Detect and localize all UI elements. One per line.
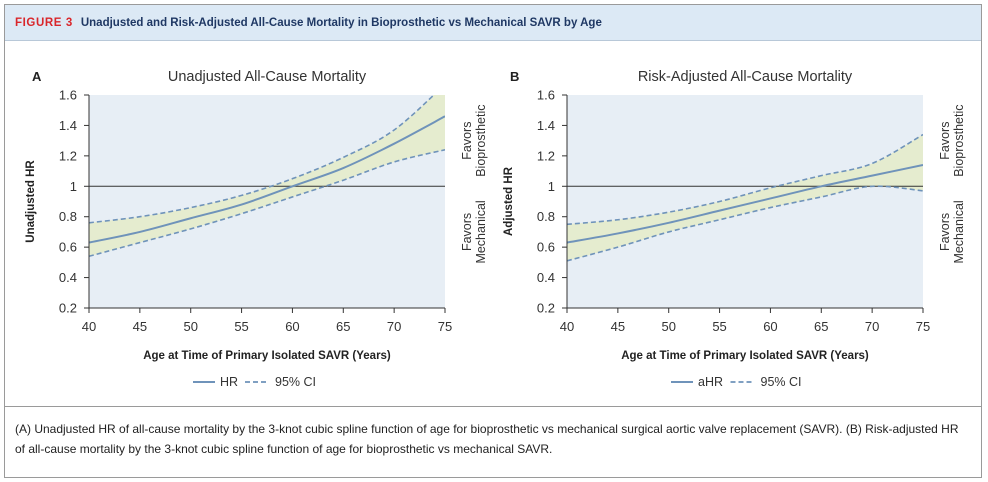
panel-b-ci-band [567,134,923,261]
panel-b-xlabel: Age at Time of Primary Isolated SAVR (Ye… [621,350,869,362]
panel-a-ci-upper-line [89,95,435,224]
panel-b-ytick-label: 1.6 [537,88,555,103]
panel-a-hr-line [89,115,445,244]
panel-b-xtick-label: 40 [560,319,574,334]
panel-a-ci-band [89,95,445,257]
panel-a-title: Unadjusted All-Cause Mortality [168,69,367,85]
panel-b-favors-mech-line1: Favors [938,213,952,251]
panel-a-legend-ci-label: 95% CI [275,375,316,389]
panel-b-xtick-label: 50 [661,319,675,334]
panel-b-xtick-label: 75 [916,319,930,334]
panel-a-favors-bio-line2: Bioprosthetic [474,105,488,177]
panel-a-xtick-label: 40 [82,319,96,334]
panel-a-letter: A [32,69,42,84]
panel-b-ytick-label: 1.4 [537,118,555,133]
panel-a-xtick-label: 75 [438,319,452,334]
panel-a-ytick-label: 0.4 [59,270,77,285]
panel-a-xtick-label: 70 [387,319,401,334]
panel-b-xtick-label: 65 [814,319,828,334]
panel-b-ytick-label: 1.2 [537,148,555,163]
panel-a-favors-mech-line2: Mechanical [474,200,488,263]
panel-b-ci-lower-line [567,185,923,262]
panel-b-xtick-label: 70 [865,319,879,334]
panel-a-ytick-label: 0.6 [59,240,77,255]
panel-b-legend-ci-label: 95% CI [761,375,802,389]
panel-b-title: Risk-Adjusted All-Cause Mortality [638,69,853,85]
figure-header: FIGURE 3 Unadjusted and Risk-Adjusted Al… [5,5,981,41]
panel-a-legend-hr-label: HR [220,375,238,389]
panel-b-xtick-label: 55 [712,319,726,334]
panel-a-xtick-label: 45 [133,319,147,334]
panel-b-ci-upper-line [567,133,923,226]
panel-a-xtick-label: 65 [336,319,350,334]
panel-b-ytick-label: 0.4 [537,270,555,285]
panel-b-xtick-label: 45 [611,319,625,334]
panel-a-ytick-label: 1.4 [59,118,77,133]
panel-a-xtick-label: 60 [285,319,299,334]
panel-a-ytick-label: 1.2 [59,148,77,163]
panel-a-ytick-label: 0.2 [59,301,77,316]
figure-caption: (A) Unadjusted HR of all-cause mortality… [5,406,981,477]
panel-a-xtick-label: 50 [183,319,197,334]
panel-b-hr-line [567,164,923,244]
panel-b-xtick-label: 60 [763,319,777,334]
panel-a-ytick-label: 1.6 [59,88,77,103]
panel-b-ytick-label: 0.8 [537,209,555,224]
panel-b-ytick-label: 0.2 [537,301,555,316]
panel-a-xtick-label: 55 [234,319,248,334]
panel-a-ci-lower-line [89,148,445,258]
panel-a-favors-mech-line1: Favors [460,213,474,251]
panel-b-ylabel: Adjusted HR [503,166,515,236]
panel-b-ytick-label: 0.6 [537,240,555,255]
figure-title: Unadjusted and Risk-Adjusted All-Cause M… [80,16,602,29]
panel-a-favors-bio-line1: Favors [460,122,474,160]
panel-b-letter: B [510,69,519,84]
panel-a-ytick-label: 1 [70,179,77,194]
panel-b-favors-bio-line2: Bioprosthetic [952,105,966,177]
plots-area: A Unadjusted All-Cause Mortality 0.2 0.4 0.6… [5,42,981,398]
panel-b-favors-bio-line1: Favors [938,122,952,160]
chart-svg: A Unadjusted All-Cause Mortality 0.2 0.4 0.6… [25,69,966,389]
panel-b-legend-hr-label: aHR [698,375,723,389]
panel-a-xlabel: Age at Time of Primary Isolated SAVR (Ye… [143,350,391,362]
panel-a-ylabel: Unadjusted HR [25,160,37,243]
panel-b-ytick-label: 1 [548,179,555,194]
figure: FIGURE 3 Unadjusted and Risk-Adjusted Al… [4,4,982,478]
panel-b-favors-mech-line2: Mechanical [952,200,966,263]
panel-a-ytick-label: 0.8 [59,209,77,224]
figure-label: FIGURE 3 [15,16,73,29]
